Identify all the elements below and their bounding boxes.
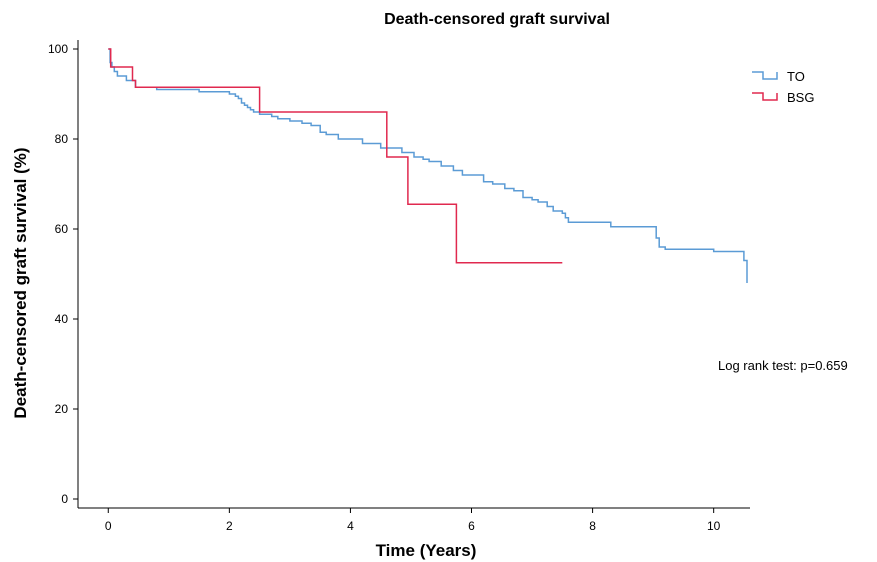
series-lines: [108, 48, 748, 283]
x-tick-label: 8: [589, 519, 596, 533]
y-tick-label: 20: [55, 402, 69, 416]
x-tick-label: 0: [105, 519, 112, 533]
chart-title: Death-censored graft survival: [384, 11, 610, 28]
log-rank-annotation: Log rank test: p=0.659: [718, 358, 848, 373]
x-tick-label: 6: [468, 519, 475, 533]
y-tick-label: 100: [48, 42, 68, 56]
legend-symbol-to: [752, 71, 778, 80]
x-tick-label: 4: [347, 519, 354, 533]
y-tick-label: 60: [55, 222, 69, 236]
legend-label-to: TO: [787, 69, 805, 84]
series-line-to: [108, 48, 748, 283]
x-tick-label: 10: [707, 519, 721, 533]
legend-symbol-bsg: [752, 92, 778, 101]
legend-label-bsg: BSG: [787, 90, 814, 105]
y-tick-label: 80: [55, 132, 69, 146]
y-tick-label: 0: [61, 492, 68, 506]
y-tick-label: 40: [55, 312, 69, 326]
x-tick-label: 2: [226, 519, 233, 533]
x-axis-title: Time (Years): [376, 541, 477, 560]
series-line-bsg: [108, 48, 563, 264]
legend: TO BSG: [752, 69, 814, 105]
y-axis-title: Death-censored graft survival (%): [11, 147, 30, 418]
axes: [77, 40, 750, 509]
